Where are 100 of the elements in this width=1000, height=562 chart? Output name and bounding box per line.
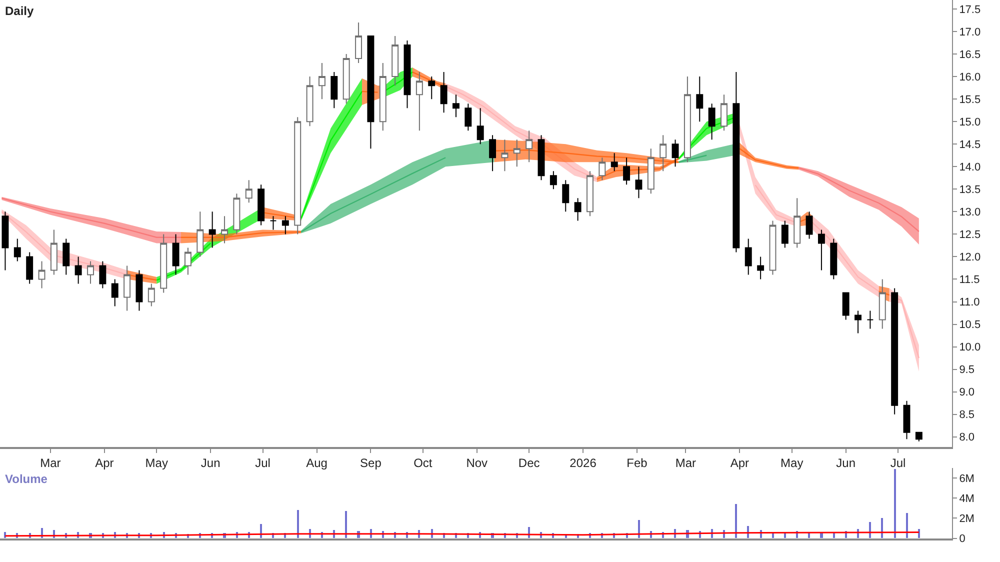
candlestick: [404, 40, 411, 109]
candlestick: [489, 134, 496, 172]
candlestick: [464, 103, 472, 132]
y-tick-label: 13.5: [959, 184, 981, 196]
x-tick-label: Sep: [360, 456, 382, 470]
y-tick-label: 16.5: [959, 48, 981, 61]
y-tick-label: 0: [959, 533, 966, 546]
candlestick: [148, 283, 155, 307]
candlestick: [136, 270, 143, 312]
candlestick: [74, 256, 82, 284]
candlestick: [160, 234, 168, 294]
candlestick: [221, 216, 228, 244]
x-tick-label: Jul: [255, 456, 270, 470]
candlestick: [476, 108, 484, 145]
candlestick: [318, 62, 326, 100]
y-tick-label: 11.0: [959, 296, 980, 309]
candlestick: [428, 76, 436, 100]
y-tick-label: 11.5: [959, 274, 980, 286]
y-tick-label: 17.0: [959, 26, 981, 38]
candlestick: [806, 211, 813, 240]
candlestick: [124, 265, 131, 312]
candlestick: [258, 184, 265, 226]
candlestick: [355, 22, 362, 64]
x-tick-label: Feb: [626, 456, 648, 470]
candlestick: [172, 234, 180, 276]
candlestick: [757, 256, 764, 280]
candlestick: [440, 72, 448, 114]
candlestick: [513, 139, 520, 168]
candlestick: [842, 292, 850, 320]
candlestick: [891, 288, 898, 415]
x-tick-label: Nov: [466, 456, 488, 470]
candlestick: [915, 432, 922, 442]
y-tick-label: 2M: [959, 513, 974, 526]
candlestick: [184, 247, 192, 276]
candlestick: [294, 116, 302, 235]
y-tick-label: 12.0: [959, 252, 981, 264]
y-tick-label: 10.0: [959, 342, 981, 354]
bar: [638, 520, 640, 538]
candlestick: [610, 152, 618, 172]
y-tick-label: 16.0: [959, 71, 981, 84]
candlestick: [550, 170, 557, 190]
bar: [869, 522, 871, 538]
candlestick: [282, 216, 289, 235]
candlestick: [2, 211, 9, 271]
x-tick-label: Jun: [200, 456, 220, 470]
bar: [881, 518, 883, 538]
x-tick-label: Dec: [518, 456, 540, 470]
candlestick: [720, 94, 728, 132]
candlestick: [306, 76, 314, 127]
x-tick-label: May: [145, 456, 168, 470]
chart-title: Daily: [5, 4, 34, 18]
candlestick: [586, 170, 594, 217]
y-tick-label: 9.0: [959, 386, 974, 399]
candlestick: [623, 157, 630, 186]
candlestick: [208, 211, 216, 248]
candlestick: [87, 260, 94, 284]
candlestick: [696, 76, 704, 122]
candlestick: [708, 103, 716, 140]
candlestick: [501, 139, 508, 172]
candlestick: [99, 260, 106, 289]
candlestick: [818, 229, 825, 271]
y-tick-label: 8.5: [959, 409, 974, 422]
candlestick: [111, 278, 118, 307]
candlestick: [903, 400, 910, 440]
chart-title: Volume: [5, 472, 48, 486]
candlestick: [574, 198, 582, 222]
x-tick-label: 2026: [570, 456, 597, 470]
candlestick: [830, 238, 838, 280]
bar: [894, 468, 896, 538]
candlestick: [732, 72, 740, 253]
candlestick: [684, 76, 691, 163]
x-tick-label: Aug: [306, 456, 328, 470]
candlestick: [526, 130, 533, 163]
candlestick: [270, 216, 277, 230]
bar: [297, 510, 299, 538]
y-tick-label: 12.5: [959, 229, 981, 242]
y-tick-label: 8.0: [959, 432, 974, 444]
candlestick: [647, 148, 654, 194]
candlestick: [196, 211, 204, 258]
y-tick-label: 4M: [959, 492, 974, 505]
x-tick-label: Apr: [95, 456, 114, 470]
bar: [918, 528, 920, 538]
candlestick: [245, 180, 252, 204]
x-tick-label: Apr: [730, 456, 750, 470]
candlestick: [416, 72, 423, 132]
candlestick: [38, 260, 46, 289]
y-tick-label: 15.0: [959, 116, 981, 128]
x-tick-label: Jun: [836, 456, 856, 470]
candlestick: [392, 36, 399, 86]
y-tick-label: 9.5: [959, 364, 974, 376]
bar: [906, 512, 908, 538]
candlestick: [635, 166, 642, 199]
y-tick-label: 17.5: [959, 4, 981, 16]
candlestick: [26, 252, 34, 284]
candlestick: [854, 310, 862, 334]
candlestick: [598, 157, 606, 181]
candlestick: [769, 220, 776, 276]
candlestick: [781, 220, 788, 248]
bar: [735, 504, 737, 538]
bar: [345, 510, 347, 538]
